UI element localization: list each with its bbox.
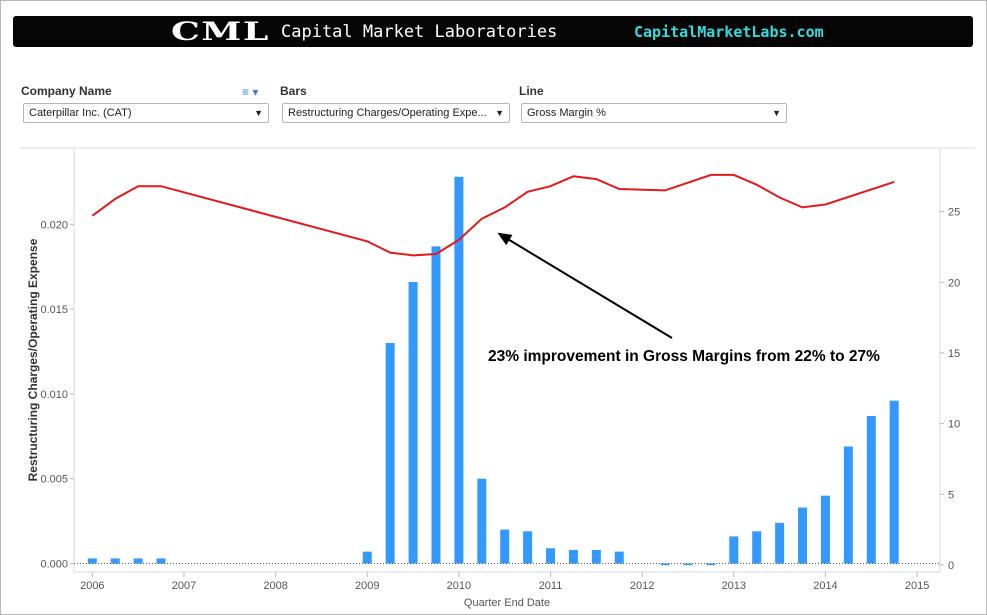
x-axis-title: Quarter End Date: [464, 597, 550, 609]
x-tick-label: 2007: [172, 580, 196, 592]
header-banner: CML Capital Market Laboratories CapitalM…: [13, 16, 973, 47]
company-filter-label: Company Name: [21, 84, 112, 98]
y-tick-label: 0.020: [40, 219, 68, 231]
y2-tick-label: 0: [948, 560, 954, 572]
bar: [500, 529, 510, 564]
bar: [752, 531, 762, 564]
bars-filter-label: Bars: [280, 84, 307, 98]
x-axis-ticks: 2006 2007 2008 2009 2010 2011 2012 2013 2014 2015: [80, 572, 929, 592]
right-y-axis-ticks: 0 5 10 15 20 25: [940, 207, 960, 572]
chevron-down-icon[interactable]: ▼: [495, 108, 504, 118]
y2-tick-label: 15: [948, 348, 960, 360]
bar: [385, 343, 395, 564]
annotation-text: 23% improvement in Gross Margins from 22…: [488, 348, 880, 365]
x-tick-label: 2011: [539, 580, 563, 592]
bar: [156, 558, 166, 564]
bar: [798, 507, 808, 564]
x-tick-label: 2009: [355, 580, 379, 592]
bar: [133, 558, 143, 564]
bar: [706, 563, 716, 566]
x-tick-label: 2008: [263, 580, 287, 592]
bar: [775, 522, 785, 564]
y2-tick-label: 25: [948, 207, 960, 219]
chevron-down-icon[interactable]: ▼: [254, 108, 263, 118]
bar: [546, 548, 556, 564]
bar: [843, 446, 853, 564]
gross-margin-line: [91, 173, 895, 257]
bar: [568, 549, 578, 564]
line-select[interactable]: Gross Margin % ▼: [521, 103, 787, 123]
bar: [454, 176, 464, 564]
bar: [683, 563, 693, 566]
y-axis-title: Restructuring Charges/Operating Expense: [26, 238, 40, 481]
bar: [866, 415, 876, 564]
x-tick-label: 2010: [447, 580, 471, 592]
bar: [820, 495, 830, 564]
x-tick-label: 2006: [80, 580, 104, 592]
y-tick-label: 0.015: [40, 304, 68, 316]
bar: [523, 531, 533, 564]
bar: [408, 281, 418, 564]
company-title: Capital Market Laboratories: [281, 22, 558, 42]
bar: [614, 551, 624, 564]
y2-tick-label: 20: [948, 277, 960, 289]
bar: [591, 549, 601, 564]
y-tick-label: 0.005: [40, 474, 68, 486]
y-tick-label: 0.010: [40, 389, 68, 401]
x-tick-label: 2015: [905, 580, 929, 592]
x-tick-label: 2014: [813, 580, 837, 592]
bars-select[interactable]: Restructuring Charges/Operating Expe... …: [282, 103, 510, 123]
y2-tick-label: 10: [948, 419, 960, 431]
chevron-down-icon[interactable]: ▼: [772, 108, 781, 118]
bar: [889, 400, 899, 564]
list-menu-icon[interactable]: ≡ ▾: [242, 85, 259, 99]
bar: [660, 563, 670, 566]
annotation-arrow: [508, 239, 673, 339]
annotation-arrowhead: [497, 232, 513, 246]
bar-series: [87, 176, 899, 566]
bar: [729, 536, 739, 564]
x-tick-label: 2012: [630, 580, 654, 592]
annotation-group: 23% improvement in Gross Margins from 22…: [488, 232, 880, 365]
x-tick-label: 2013: [722, 580, 746, 592]
left-y-axis-ticks: 0.000 0.005 0.010 0.015 0.020: [40, 219, 74, 571]
bar: [110, 558, 120, 564]
bar: [87, 558, 97, 564]
bar: [477, 478, 487, 564]
line-filter-label: Line: [519, 84, 544, 98]
cml-logo: CML: [171, 17, 270, 46]
bar: [362, 551, 372, 564]
y-tick-label: 0.000: [40, 559, 68, 571]
site-url[interactable]: CapitalMarketLabs.com: [634, 23, 824, 41]
bar: [431, 246, 441, 564]
company-select[interactable]: Caterpillar Inc. (CAT) ▼: [23, 103, 269, 123]
y2-tick-label: 5: [948, 489, 954, 501]
